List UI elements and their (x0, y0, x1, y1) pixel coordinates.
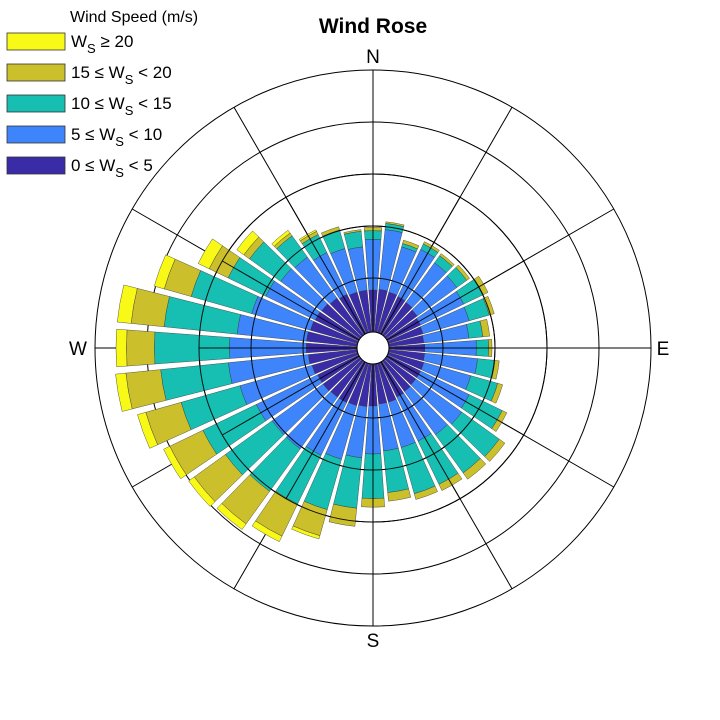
legend-entry-label: 0 ≤ WS < 5 (71, 156, 153, 180)
sector-bar-5 (115, 328, 128, 368)
grid-spoke-overlay (380, 197, 461, 335)
polar-grid-overlay (198, 173, 548, 523)
grid-spoke-overlay (222, 260, 360, 341)
grid-spoke-overlay (386, 260, 524, 341)
legend-swatch (6, 94, 66, 113)
grid-spoke-overlay (222, 355, 360, 436)
legend-entry-label: 15 ≤ WS < 20 (71, 63, 172, 87)
grid-spoke-overlay (285, 197, 366, 335)
direction-label-east: E (657, 339, 670, 360)
legend-entry-label: 10 ≤ WS < 15 (71, 94, 172, 118)
legend-swatch (6, 32, 66, 51)
grid-spoke-overlay (386, 355, 524, 436)
legend-swatch (6, 156, 66, 175)
legend-swatch (6, 63, 66, 82)
legend-entry-label: 5 ≤ WS < 10 (71, 125, 162, 149)
legend: Wind Speed (m/s) WS ≥ 20 15 ≤ WS < 20 10 ≤… (6, 9, 198, 180)
legend-title: Wind Speed (m/s) (70, 9, 198, 26)
direction-label-west: W (69, 339, 87, 360)
chart-title: Wind Rose (319, 15, 427, 38)
direction-label-south: S (367, 631, 380, 652)
direction-label-north: N (366, 47, 380, 68)
legend-swatch (6, 125, 66, 144)
grid-spoke-overlay (380, 361, 461, 499)
grid-spoke-overlay (285, 361, 366, 499)
sector-bar-4 (126, 329, 156, 367)
legend-entry-label: WS ≥ 20 (71, 32, 133, 56)
center-hole (356, 331, 390, 365)
